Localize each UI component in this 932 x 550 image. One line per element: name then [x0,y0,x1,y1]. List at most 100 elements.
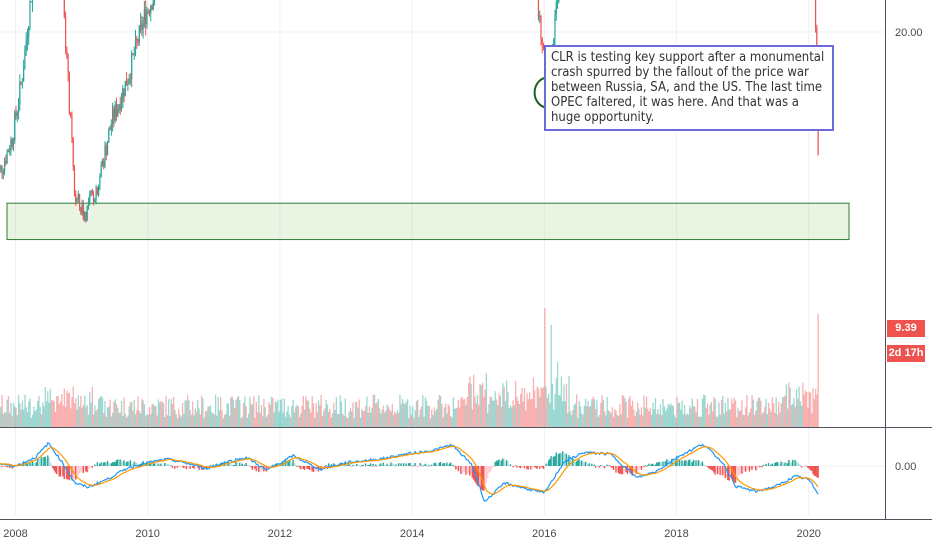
macd-histogram-bar [246,465,249,466]
macd-histogram-bar [153,463,156,466]
candle-body [77,194,79,200]
macd-histogram-bar [438,462,441,466]
candle-body [2,171,4,174]
macd-histogram-bar [783,463,785,466]
macd-histogram-bar [485,466,488,483]
candle-body [76,199,78,203]
macd-histogram-bar [447,464,449,466]
volume-bar [709,404,711,428]
macd-histogram-bar [602,466,604,467]
volume-bar [370,412,372,428]
candle-body [137,40,139,43]
macd-histogram-bar [739,466,742,474]
volume-bar [677,403,679,428]
macd-histogram-bar [411,466,414,467]
macd-histogram-bar [608,465,611,466]
volume-bar [539,396,541,428]
macd-histogram-bar [672,459,674,466]
macd-histogram-bar [89,466,91,468]
volume-bar [417,399,419,428]
volume-bar [48,402,50,428]
macd-histogram-bar [522,466,524,467]
volume-bar [675,417,677,428]
macd-histogram-bar [375,464,377,466]
candle-body [16,112,18,117]
macd-histogram-bar [539,466,541,469]
volume-bar [211,412,213,428]
candle-body [23,68,25,82]
volume-bar [20,409,22,428]
macd-histogram-bar [396,465,399,467]
volume-bar [165,396,167,428]
volume-bar [816,394,818,428]
volume-bar [164,417,166,428]
macd-histogram-bar [807,466,809,468]
macd-histogram-bar [54,466,57,473]
macd-histogram-bar [591,463,593,466]
volume-bar [806,392,808,428]
macd-histogram-bar [512,466,514,468]
macd-histogram-bar [488,466,490,473]
volume-bar [56,396,58,428]
volume-bar [681,400,683,428]
macd-histogram-bar [462,466,465,473]
volume-bar [436,408,438,428]
volume-bar [493,400,495,428]
volume-bar [197,399,199,428]
macd-histogram-bar [36,458,39,466]
volume-bar [87,414,90,428]
candle-body [138,25,140,43]
volume-bar [171,403,174,428]
macd-histogram-bar [47,455,49,466]
macd-histogram-bar [677,461,679,466]
volume-bar [704,395,706,428]
volume-bar [484,389,486,428]
volume-bar [127,415,129,428]
macd-histogram-bar [392,463,395,466]
macd-histogram-bar [691,461,693,466]
macd-histogram-bar [493,466,495,467]
volume-bar [59,401,62,428]
macd-histogram-bar [583,462,585,466]
macd-histogram-bar [808,466,810,469]
time-tick-label: 2010 [135,528,159,540]
volume-bar [57,395,59,428]
volume-bar [692,405,695,428]
volume-bar [678,402,681,428]
macd-histogram-bar [111,462,114,466]
volume-bar [743,415,746,428]
macd-histogram-bar [752,466,754,468]
candle-body [128,78,130,84]
macd-histogram-bar [560,453,563,466]
volume-bar [47,391,49,428]
volume-bars [0,308,819,428]
candle-body [75,193,77,203]
volume-bar [230,397,232,428]
volume-bar [649,407,652,428]
volume-bar [409,405,411,428]
volume-bar [526,393,528,428]
volume-bar [343,415,345,428]
volume-bar [490,396,493,428]
volume-bar [708,414,710,428]
volume-bar [485,373,488,428]
volume-bar [363,411,366,428]
volume-bar [156,415,158,428]
candle-body [134,38,137,55]
time-tick-label: 2016 [532,528,556,540]
macd-histogram-bar [26,462,29,466]
macd-histogram-bar [1,466,3,468]
macd-histogram-bar [635,466,638,474]
macd-histogram-bar [71,466,73,481]
volume-bar [698,416,700,428]
candle-body [123,88,125,97]
volume-bar [729,409,732,428]
macd-histogram-bar [387,465,390,466]
macd-histogram-bar [683,460,686,466]
volume-bar [448,406,451,428]
macd-histogram-bar [186,466,189,469]
volume-bar [483,396,485,428]
volume-bar [44,386,46,428]
volume-bar [460,397,462,428]
